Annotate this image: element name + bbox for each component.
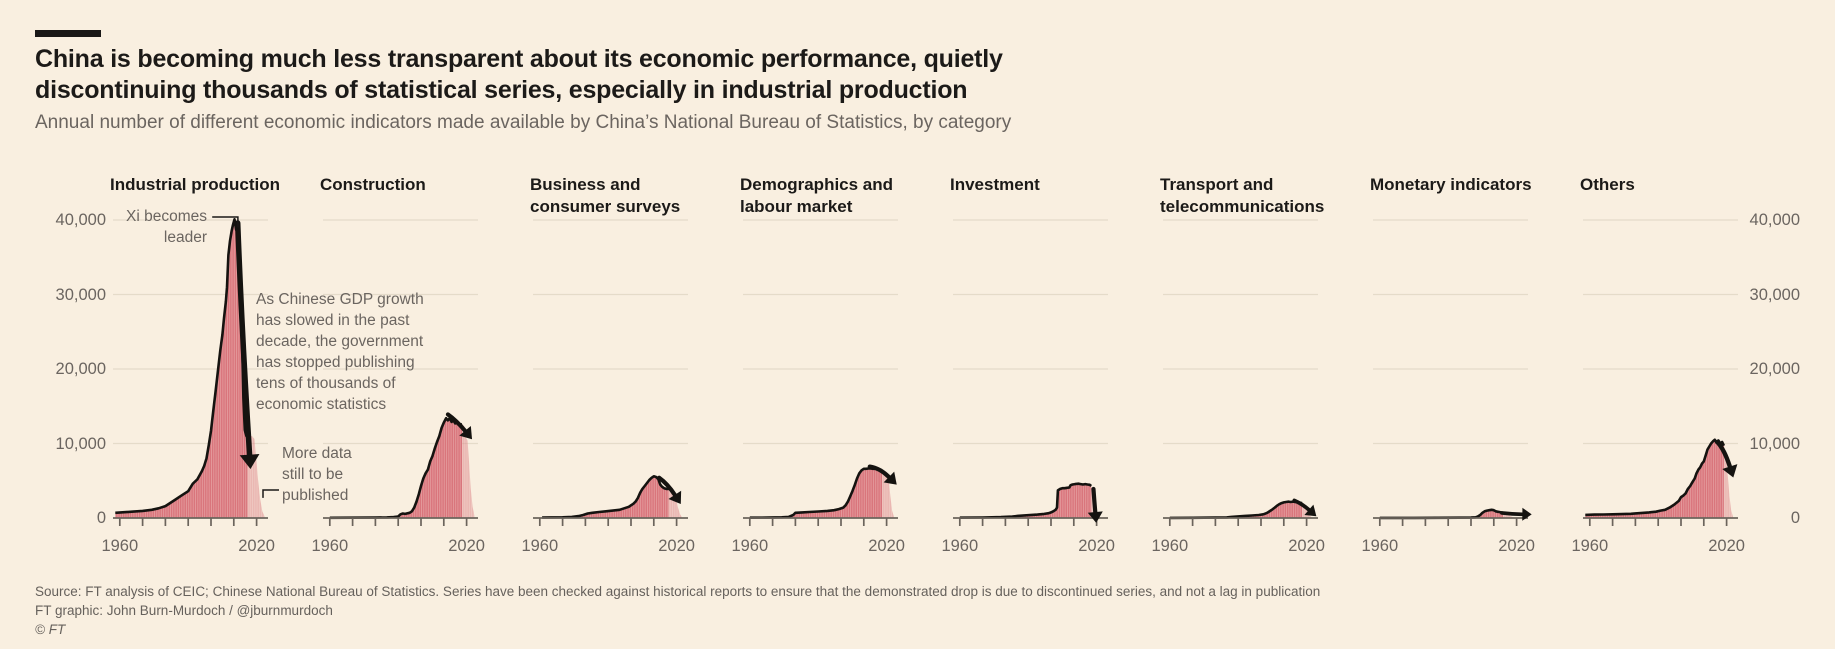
chart-title: China is becoming much less transparent … (35, 45, 1003, 104)
panel-chart-svg: 1960 2020 (1571, 219, 1745, 555)
x-tick-label: 2020 (1708, 537, 1745, 555)
panel-title: Business and consumer surveys (530, 175, 681, 216)
decline-arrow (1091, 486, 1098, 515)
decline-arrow (445, 412, 468, 433)
x-tick-label: 1960 (101, 537, 138, 555)
y-axis-label-left: 20,000 (55, 360, 106, 378)
annotation-connector (262, 489, 279, 498)
decline-arrow (867, 464, 892, 480)
source-note: Source: FT analysis of CEIC; Chinese Nat… (35, 584, 1321, 599)
x-tick-label: 1960 (1151, 537, 1188, 555)
y-axis-label-right: 10,000 (1749, 434, 1800, 453)
decline-arrow (1715, 439, 1733, 469)
panel-chart-svg: 1960 2020 (521, 219, 695, 555)
decline-arrowhead (1522, 507, 1532, 521)
decline-arrow (234, 220, 253, 458)
panel-chart-svg: 1960 2020 (731, 219, 905, 555)
panel-title: Demographics and labour market (740, 175, 894, 216)
panel-monetary-indicators: Monetary indicators 1960 2020 (1361, 150, 1535, 590)
panel-title: Monetary indicators (1370, 175, 1532, 194)
panel-others: Others 1960 2020 (1571, 150, 1745, 590)
x-tick-label: 2020 (1078, 537, 1115, 555)
y-axis-label-right: 0 (1790, 509, 1800, 527)
x-tick-label: 1960 (311, 537, 348, 555)
ft-accent-bar (35, 30, 101, 37)
x-tick-label: 2020 (658, 537, 695, 555)
panel-investment: Investment 1960 2020 (941, 150, 1115, 590)
panel-title: Industrial production (110, 175, 280, 194)
x-tick-label: 2020 (238, 537, 275, 555)
decline-arrow (656, 475, 677, 498)
decline-arrowhead (1304, 504, 1317, 517)
annotation-gdp-slowdown: As Chinese GDP growth has slowed in the … (256, 291, 424, 413)
annotation-more-data: More data still to be published (282, 445, 352, 504)
panel-business-consumer-surveys: Business and consumer surveys 1960 2020 (521, 150, 695, 590)
panel-demographics-labour-market: Demographics and labour market 1960 2020 (731, 150, 905, 590)
decline-arrow (1500, 511, 1525, 517)
x-tick-label: 1960 (521, 537, 558, 555)
panel-chart-svg: 1960 2020 (1151, 219, 1325, 555)
panel-construction: Construction 1960 2020 (311, 150, 485, 590)
x-tick-label: 2020 (868, 537, 905, 555)
y-axis-label-left: 0 (96, 509, 106, 527)
panel-title: Transport and telecommunications (1160, 175, 1325, 216)
x-tick-label: 2020 (1498, 537, 1535, 555)
annotation-xi-becomes-leader: Xi becomes leader (126, 208, 207, 246)
y-axis-label-left: 40,000 (55, 211, 106, 229)
copyright: © FT (35, 622, 66, 637)
y-axis-label-right: 30,000 (1749, 285, 1800, 304)
decline-arrow (1292, 498, 1311, 512)
decline-arrowhead (668, 490, 682, 505)
decline-arrowhead (239, 454, 260, 469)
decline-arrowhead (459, 426, 473, 440)
graphic-credit: FT graphic: John Burn-Murdoch / @jburnmu… (35, 603, 333, 618)
decline-arrowhead (1087, 511, 1103, 523)
chart-subtitle: Annual number of different economic indi… (35, 112, 1012, 133)
x-tick-label: 1960 (941, 537, 978, 555)
y-axis-label-right: 40,000 (1749, 211, 1800, 229)
chart-footer: Source: FT analysis of CEIC; Chinese Nat… (35, 582, 1320, 639)
panel-chart-svg: 1960 2020 (101, 216, 279, 555)
panel-title: Others (1580, 175, 1635, 194)
x-tick-label: 2020 (1288, 537, 1325, 555)
x-tick-label: 1960 (731, 537, 768, 555)
annotation-connector (212, 216, 239, 228)
decline-arrowhead (883, 471, 897, 485)
panel-title: Construction (320, 175, 426, 194)
x-tick-label: 2020 (448, 537, 485, 555)
panel-chart-svg: 1960 2020 (1361, 219, 1535, 555)
x-tick-label: 1960 (1571, 537, 1608, 555)
y-axis-label-left: 10,000 (55, 434, 106, 453)
panel-industrial-production: Industrial production 1960 2020 (101, 150, 280, 590)
y-axis-label-right: 20,000 (1749, 360, 1800, 378)
panel-transport-telecommunications: Transport and telecommunications 1960 2020 (1151, 150, 1325, 590)
x-tick-label: 1960 (1361, 537, 1398, 555)
panel-chart-svg: 1960 2020 (941, 219, 1115, 555)
panel-chart-svg: 1960 2020 (311, 219, 485, 555)
panel-title: Investment (950, 175, 1040, 194)
y-axis-label-left: 30,000 (55, 285, 106, 304)
decline-arrowhead (1722, 464, 1738, 478)
